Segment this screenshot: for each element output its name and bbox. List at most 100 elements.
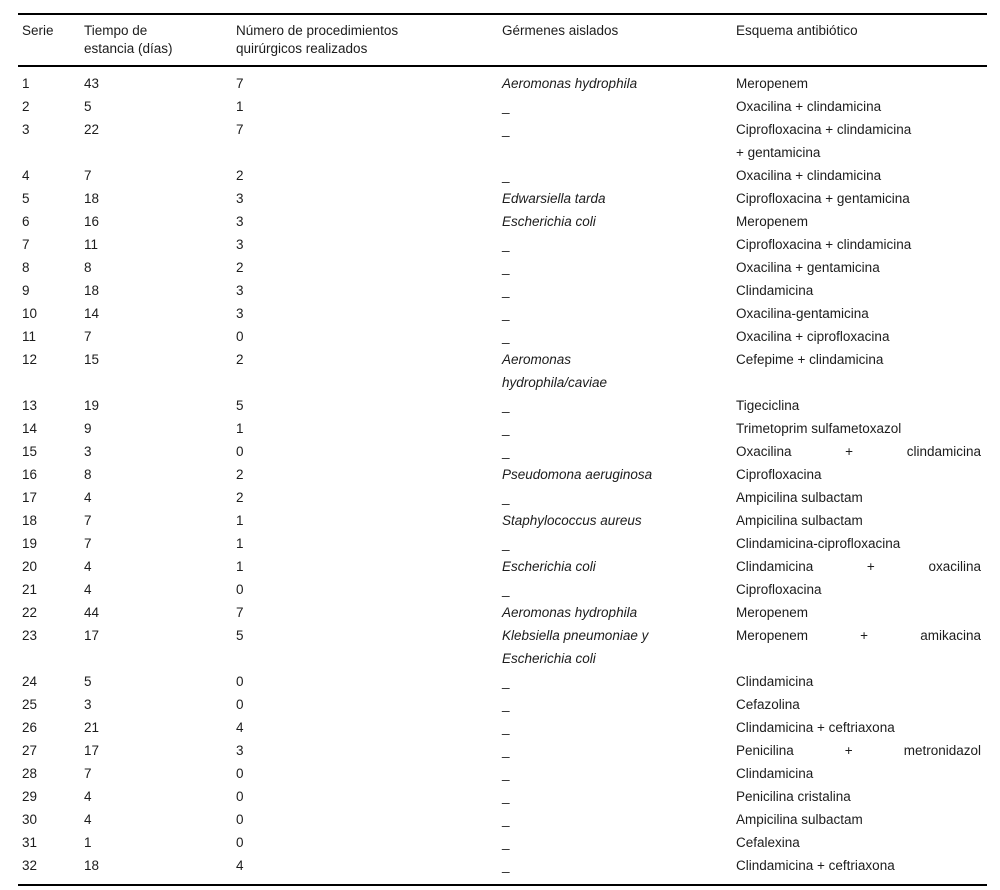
table-row: 9 18 3 _ Clindamicina bbox=[18, 279, 987, 302]
cell-serie: 32 bbox=[22, 858, 38, 873]
cell-antibiotico: Penicilina + metronidazol bbox=[736, 743, 981, 758]
table-row: 7 11 3 _ Ciprofloxacina + clindamicina bbox=[18, 233, 987, 256]
table-row: 28 7 0 _ Clindamicina bbox=[18, 762, 987, 785]
cell-antibiotico: Clindamicina + ceftriaxona bbox=[736, 858, 895, 873]
table-row: 18 7 1 Staphylococcus aureus Ampicilina sulb… bbox=[18, 509, 987, 532]
cell-proc: 0 bbox=[236, 674, 244, 689]
cell-germen: _ bbox=[502, 283, 510, 298]
cell-serie: 19 bbox=[22, 536, 38, 551]
cell-proc: 0 bbox=[236, 812, 244, 827]
cell-germen: _ bbox=[502, 858, 510, 873]
cell-dias: 14 bbox=[84, 306, 100, 321]
cell-germen: _ bbox=[502, 99, 510, 114]
table-row: 8 8 2 _ Oxacilina + gentamicina bbox=[18, 256, 987, 279]
table-row: 29 4 0 _ Penicilina cristalina bbox=[18, 785, 987, 808]
cell-serie: 4 bbox=[22, 168, 30, 183]
col-header-estancia: Tiempo de estancia (días) bbox=[80, 14, 232, 67]
cell-germen: _ bbox=[502, 835, 510, 850]
cell-proc: 3 bbox=[236, 306, 244, 321]
cell-proc: 7 bbox=[236, 605, 244, 620]
cell-proc: 3 bbox=[236, 743, 244, 758]
cell-germen: _ bbox=[502, 674, 510, 689]
cell-proc: 4 bbox=[236, 720, 244, 735]
cell-antibiotico: Ciprofloxacina bbox=[736, 582, 822, 597]
cell-antibiotico: Oxacilina + clindamicina bbox=[736, 99, 882, 114]
cell-antibiotico: Meropenem bbox=[736, 605, 809, 620]
cell-serie: 25 bbox=[22, 697, 38, 712]
cell-dias: 8 bbox=[84, 260, 92, 275]
cell-germen: _ bbox=[502, 122, 510, 137]
cell-antibiotico: Clindamicina bbox=[736, 674, 814, 689]
table-row: 12 15 2 Aeromonas hydrophila/caviae Cefepime… bbox=[18, 348, 987, 394]
table-row: 3 22 7 _ Ciprofloxacina + clindamicina + gen… bbox=[18, 118, 987, 164]
cell-antibiotico: Ampicilina sulbactam bbox=[736, 490, 863, 505]
col-header-esquema: Esquema antibiótico bbox=[732, 14, 987, 67]
cell-proc: 0 bbox=[236, 582, 244, 597]
table-row: 2 5 1 _ Oxacilina + clindamicina bbox=[18, 95, 987, 118]
cell-antibiotico: Cefazolina bbox=[736, 697, 800, 712]
table-row: 23 17 5 Klebsiella pneumoniae y Escherichia… bbox=[18, 624, 987, 670]
table-row: 13 19 5 _ Tigeciclina bbox=[18, 394, 987, 417]
cell-dias: 7 bbox=[84, 513, 92, 528]
cell-proc: 0 bbox=[236, 329, 244, 344]
cell-germen: Pseudomona aeruginosa bbox=[502, 467, 653, 482]
cell-serie: 26 bbox=[22, 720, 38, 735]
cell-germen: _ bbox=[502, 329, 510, 344]
table-row: 11 7 0 _ Oxacilina + ciprofloxacina bbox=[18, 325, 987, 348]
cell-serie: 5 bbox=[22, 191, 30, 206]
cell-germen: _ bbox=[502, 237, 510, 252]
cell-serie: 29 bbox=[22, 789, 38, 804]
cell-proc: 1 bbox=[236, 513, 244, 528]
table-row: 15 3 0 _ Oxacilina + clindamicina bbox=[18, 440, 987, 463]
cell-proc: 3 bbox=[236, 214, 244, 229]
cell-germen: Aeromonas hydrophila bbox=[502, 605, 638, 620]
cell-antibiotico: Meropenem + amikacina bbox=[736, 628, 981, 643]
cell-proc: 1 bbox=[236, 421, 244, 436]
table-row: 31 1 0 _ Cefalexina bbox=[18, 831, 987, 854]
cell-germen: _ bbox=[502, 490, 510, 505]
cell-serie: 1 bbox=[22, 76, 30, 91]
cell-serie: 8 bbox=[22, 260, 30, 275]
cell-germen: Aeromonas hydrophila/caviae bbox=[502, 352, 608, 390]
cell-germen: _ bbox=[502, 720, 510, 735]
table-header: Serie Tiempo de estancia (días) Número d… bbox=[18, 14, 987, 67]
cell-germen: _ bbox=[502, 697, 510, 712]
table-body: 1 43 7 Aeromonas hydrophila Meropenem 2 5 1 _ Oxa… bbox=[18, 66, 987, 885]
cell-antibiotico: Trimetoprim sulfametoxazol bbox=[736, 421, 902, 436]
cell-dias: 18 bbox=[84, 858, 100, 873]
cell-dias: 11 bbox=[84, 237, 99, 252]
cell-dias: 4 bbox=[84, 490, 92, 505]
cell-antibiotico: Clindamicina bbox=[736, 283, 814, 298]
table-row: 4 7 2 _ Oxacilina + clindamicina bbox=[18, 164, 987, 187]
cell-proc: 7 bbox=[236, 122, 244, 137]
cell-proc: 2 bbox=[236, 467, 244, 482]
cell-serie: 30 bbox=[22, 812, 38, 827]
cell-proc: 5 bbox=[236, 628, 244, 643]
cell-antibiotico: Oxacilina + clindamicina bbox=[736, 444, 981, 459]
table-row: 30 4 0 _ Ampicilina sulbactam bbox=[18, 808, 987, 831]
cell-serie: 27 bbox=[22, 743, 38, 758]
cell-serie: 31 bbox=[22, 835, 38, 850]
table-row: 32 18 4 _ Clindamicina + ceftriaxona bbox=[18, 854, 987, 885]
cell-germen: _ bbox=[502, 421, 510, 436]
cell-serie: 14 bbox=[22, 421, 38, 436]
cell-proc: 0 bbox=[236, 835, 244, 850]
cell-serie: 7 bbox=[22, 237, 30, 252]
table-row: 22 44 7 Aeromonas hydrophila Meropenem bbox=[18, 601, 987, 624]
cell-dias: 43 bbox=[84, 76, 100, 91]
cell-dias: 3 bbox=[84, 444, 92, 459]
cell-dias: 4 bbox=[84, 582, 92, 597]
cell-proc: 0 bbox=[236, 444, 244, 459]
cell-germen: _ bbox=[502, 306, 510, 321]
cell-serie: 22 bbox=[22, 605, 38, 620]
cell-antibiotico: Ciprofloxacina + gentamicina bbox=[736, 191, 910, 206]
cell-serie: 6 bbox=[22, 214, 30, 229]
cell-antibiotico: Clindamicina + oxacilina bbox=[736, 559, 981, 574]
cell-antibiotico: Ciprofloxacina + clindamicina bbox=[736, 237, 912, 252]
col-header-germenes: Gérmenes aislados bbox=[498, 14, 732, 67]
cell-proc: 0 bbox=[236, 697, 244, 712]
cell-proc: 0 bbox=[236, 766, 244, 781]
cell-dias: 18 bbox=[84, 191, 100, 206]
cell-dias: 7 bbox=[84, 536, 92, 551]
cell-serie: 28 bbox=[22, 766, 38, 781]
